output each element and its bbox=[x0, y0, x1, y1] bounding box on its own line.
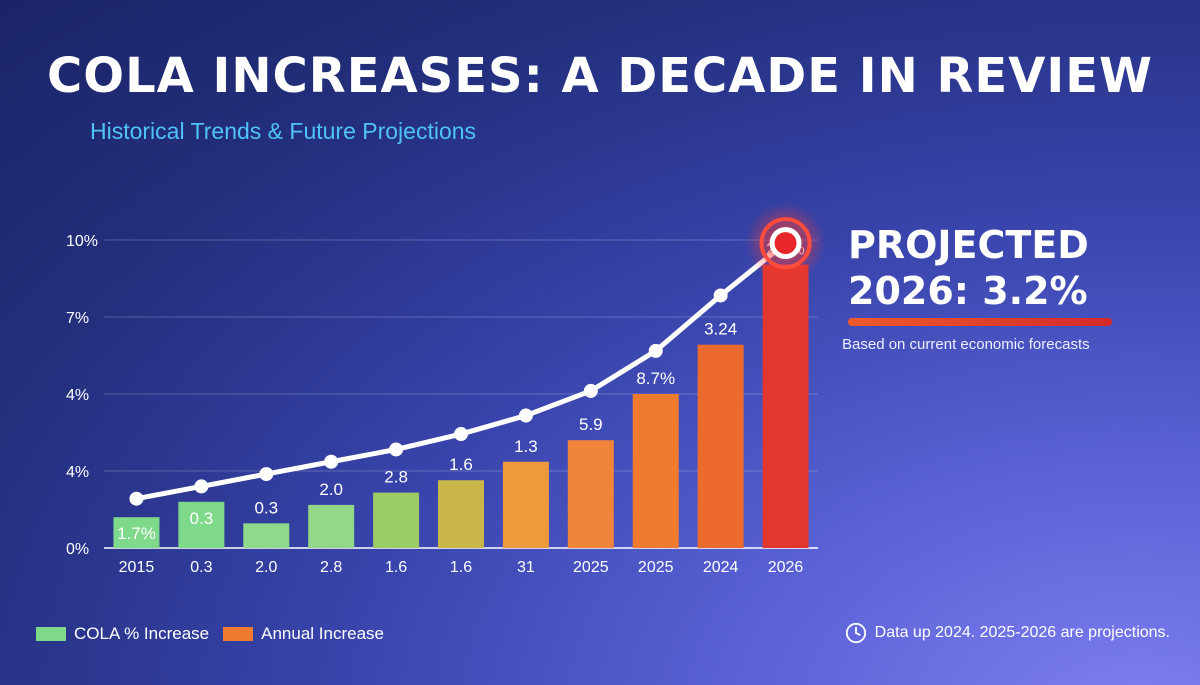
line-point bbox=[454, 427, 468, 442]
x-tick-label: 2025 bbox=[573, 559, 609, 576]
y-tick-label: 0% bbox=[66, 541, 89, 558]
y-tick-label: 10% bbox=[66, 233, 98, 250]
x-tick-label: 2.8 bbox=[320, 559, 342, 576]
x-tick-label: 2026 bbox=[768, 559, 804, 576]
legend-item-annual: Annual Increase bbox=[223, 624, 384, 644]
bar-label: 2.8 bbox=[384, 468, 408, 487]
bar-label: 8.7% bbox=[636, 369, 675, 388]
bar-label: 5.9 bbox=[579, 415, 603, 434]
legend-item-cola: COLA % Increase bbox=[36, 624, 209, 644]
line-point bbox=[324, 454, 339, 469]
y-tick-label: 4% bbox=[66, 464, 89, 481]
x-tick-label: 2025 bbox=[638, 559, 674, 576]
line-point bbox=[713, 288, 728, 303]
bar-label: 3.24 bbox=[704, 320, 737, 339]
line-point bbox=[194, 479, 209, 494]
footnote: Data up 2024. 2025-2026 are projections. bbox=[845, 622, 1170, 644]
bar bbox=[697, 344, 744, 548]
x-axis-ticks: 2015 0.3 2.0 2.8 1.6 1.6 31 2025 2025 2024 2026 bbox=[119, 559, 804, 576]
legend-label-annual: Annual Increase bbox=[261, 624, 384, 643]
clock-icon bbox=[845, 622, 866, 644]
bar bbox=[438, 480, 484, 548]
line-point bbox=[518, 408, 533, 423]
legend-swatch-annual bbox=[223, 627, 254, 641]
legend-swatch-cola bbox=[36, 627, 66, 641]
projection-note: Based on current economic forecasts bbox=[842, 336, 1090, 353]
bar bbox=[762, 264, 809, 548]
x-tick-label: 1.6 bbox=[450, 559, 472, 576]
bar bbox=[178, 501, 225, 548]
bar-label: 0.3 bbox=[254, 498, 278, 517]
x-tick-label: 2024 bbox=[703, 559, 739, 576]
bar bbox=[567, 440, 614, 548]
chart-subtitle: Historical Trends & Future Projections bbox=[90, 118, 477, 144]
line-point bbox=[259, 467, 274, 482]
legend: COLA % Increase Annual Increase bbox=[36, 624, 390, 644]
line-point bbox=[389, 442, 404, 457]
y-axis-ticks: 0% 4% 4% 7% 10% bbox=[66, 233, 98, 558]
highlight-point bbox=[774, 232, 797, 255]
line-point bbox=[129, 491, 144, 506]
bar-label: 0.3 bbox=[190, 509, 214, 528]
bars bbox=[113, 264, 809, 548]
x-tick-label: 31 bbox=[517, 559, 535, 576]
line-point bbox=[648, 343, 663, 358]
chart-title: COLA INCREASES: A DECADE IN REVIEW bbox=[47, 48, 1153, 104]
bar bbox=[243, 523, 290, 548]
projection-line1: PROJECTED bbox=[848, 223, 1089, 267]
bar bbox=[502, 461, 549, 548]
x-tick-label: 2.0 bbox=[255, 559, 277, 576]
x-tick-label: 2015 bbox=[119, 559, 155, 576]
projection-callout: PROJECTED 2026: 3.2% bbox=[848, 222, 1089, 314]
bar-label: 2.0 bbox=[319, 480, 343, 499]
bar-label: 1.7% bbox=[117, 524, 156, 543]
trend-line bbox=[129, 203, 826, 506]
bar bbox=[308, 504, 355, 548]
bar bbox=[632, 394, 679, 548]
projection-underline bbox=[848, 318, 1112, 326]
highlight-ring bbox=[759, 217, 812, 270]
bar bbox=[373, 492, 420, 548]
bar-label: 1.3 bbox=[514, 437, 538, 456]
footnote-text: Data up 2024. 2025-2026 are projections. bbox=[874, 624, 1170, 641]
legend-label-cola: COLA % Increase bbox=[74, 624, 210, 643]
y-tick-label: 4% bbox=[66, 387, 89, 404]
projection-line2: 2026: 3.2% bbox=[848, 269, 1088, 313]
bar-label: 1.6 bbox=[449, 455, 473, 474]
y-tick-label: 7% bbox=[66, 310, 89, 327]
x-tick-label: 1.6 bbox=[385, 559, 407, 576]
bar bbox=[113, 517, 160, 548]
x-tick-label: 0.3 bbox=[190, 559, 212, 576]
line-point bbox=[583, 383, 598, 398]
